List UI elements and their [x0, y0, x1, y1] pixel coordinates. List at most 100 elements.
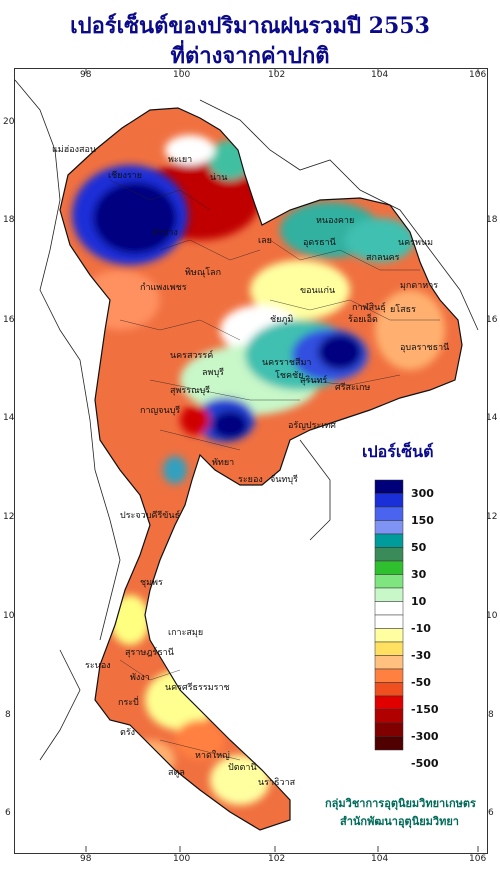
place-label: สตูล	[168, 768, 185, 778]
place-label: สุราษฎร์ธานี	[125, 648, 174, 658]
legend-swatch	[374, 682, 404, 697]
place-label: ร้อยเอ็ด	[348, 315, 378, 325]
legend-label: -50	[411, 676, 431, 689]
legend-swatch	[374, 628, 404, 643]
legend-swatch	[374, 560, 404, 575]
bottom-tick-106: 106	[469, 854, 487, 864]
place-label: ประจวบคีรีขันธ์	[120, 511, 181, 521]
top-tick-100: 100	[173, 70, 191, 80]
bottom-tick-104: 104	[371, 854, 389, 864]
legend-label: 50	[411, 541, 427, 554]
right-tick-16: 16	[486, 315, 498, 325]
top-tick-102: 102	[268, 70, 286, 80]
place-label: โชคชัย	[275, 371, 304, 381]
legend-label: 150	[411, 514, 434, 527]
legend-swatch	[374, 520, 404, 535]
place-label: แม่ฮ่องสอน	[52, 145, 97, 155]
place-label: เลย	[258, 236, 272, 246]
place-label: ลพบุรี	[202, 368, 224, 378]
place-label: พิษณุโลก	[185, 268, 222, 278]
top-tick-106: 106	[469, 70, 487, 80]
right-tick-8: 8	[488, 710, 494, 720]
place-label: เชียงราย	[108, 171, 143, 181]
place-label: กาฬสินธุ์	[352, 303, 386, 313]
place-label: หนองคาย	[316, 216, 355, 226]
right-tick-14: 14	[486, 413, 498, 423]
legend-label: -30	[411, 649, 431, 662]
legend-swatch	[374, 574, 404, 589]
legend-swatch	[374, 601, 404, 616]
credits-line1: กลุ่มวิชาการอุตุนิยมวิทยาเกษตร	[325, 797, 476, 810]
place-label: นครศรีธรรมราช	[165, 683, 230, 693]
place-label: นครสวรรค์	[170, 351, 214, 361]
place-label: นราธิวาส	[258, 778, 296, 788]
place-label: ชุมพร	[140, 578, 163, 588]
bottom-tick-100: 100	[173, 854, 191, 864]
left-tick-6: 6	[5, 808, 11, 818]
legend-swatch	[374, 587, 404, 602]
place-label: น่าน	[210, 173, 228, 183]
place-label: จันทบุรี	[270, 475, 298, 485]
legend-label: -300	[411, 730, 439, 743]
legend-swatch	[374, 533, 404, 548]
legend-label: -150	[411, 703, 439, 716]
right-tick-10: 10	[486, 611, 498, 621]
bottom-tick-102: 102	[268, 854, 286, 864]
rainfall-fill	[60, 108, 462, 830]
map-tick-lines	[85, 68, 479, 852]
place-label: สกลนคร	[366, 253, 400, 263]
legend-label: 30	[411, 568, 427, 581]
legend-swatch	[374, 668, 404, 683]
legend-title: เปอร์เซ็นต์	[362, 442, 434, 461]
place-label: กำแพงเพชร	[140, 283, 187, 293]
place-label: ศรีสะเกษ	[335, 383, 371, 393]
legend-swatch	[374, 614, 404, 629]
legend-label: -10	[411, 622, 431, 635]
left-tick-20: 20	[3, 117, 15, 127]
place-label: หาดใหญ่	[195, 751, 230, 761]
place-label: ยโสธร	[390, 305, 416, 315]
credits-line2: สำนักพัฒนาอุตุนิยมวิทยา	[340, 815, 459, 828]
left-tick-18: 18	[3, 215, 15, 225]
place-label: สุรินทร์	[300, 376, 328, 386]
legend-swatch	[374, 709, 404, 724]
bottom-tick-98: 98	[80, 854, 92, 864]
place-label: พังงา	[130, 673, 150, 683]
province-borders	[109, 179, 440, 761]
place-label: ระนอง	[85, 661, 111, 671]
place-label: อุบลราชธานี	[400, 343, 450, 353]
place-label: พะเยา	[168, 155, 193, 165]
place-label: มุกดาหาร	[400, 281, 439, 291]
top-tick-104: 104	[371, 70, 389, 80]
left-tick-16: 16	[3, 315, 15, 325]
left-tick-8: 8	[5, 710, 11, 720]
legend-swatch	[374, 493, 404, 508]
place-label: ตรัง	[120, 728, 136, 738]
place-label: นครพนม	[398, 238, 434, 248]
legend-swatch	[374, 655, 404, 670]
neighbor-borders	[14, 79, 479, 761]
left-tick-10: 10	[3, 611, 15, 621]
place-label: ลำปาง	[152, 228, 178, 238]
legend-swatches	[374, 479, 404, 751]
place-label: เกาะสมุย	[168, 628, 204, 638]
place-label: ขอนแก่น	[300, 286, 336, 296]
right-tick-6: 6	[488, 808, 494, 818]
map-title-line2: ที่ต่างจากค่าปกติ	[170, 43, 330, 69]
place-label: อรัญประเทศ	[288, 421, 337, 431]
map-title-line1: เปอร์เซ็นต์ของปริมาณฝนรวมปี 2553	[70, 13, 430, 39]
place-label: นครราชสีมา	[262, 358, 312, 368]
legend-label: 300	[411, 487, 434, 500]
legend-swatch	[374, 695, 404, 710]
legend-swatch	[374, 547, 404, 562]
legend-swatch	[374, 641, 404, 656]
legend-label: -500	[411, 757, 439, 770]
place-label: กระบี่	[118, 698, 139, 708]
thailand-outline	[59, 107, 463, 831]
legend-label: 10	[411, 595, 427, 608]
place-label: ระยอง	[238, 475, 263, 485]
legend-swatch	[374, 506, 404, 521]
place-label: อุดรธานี	[303, 238, 336, 248]
